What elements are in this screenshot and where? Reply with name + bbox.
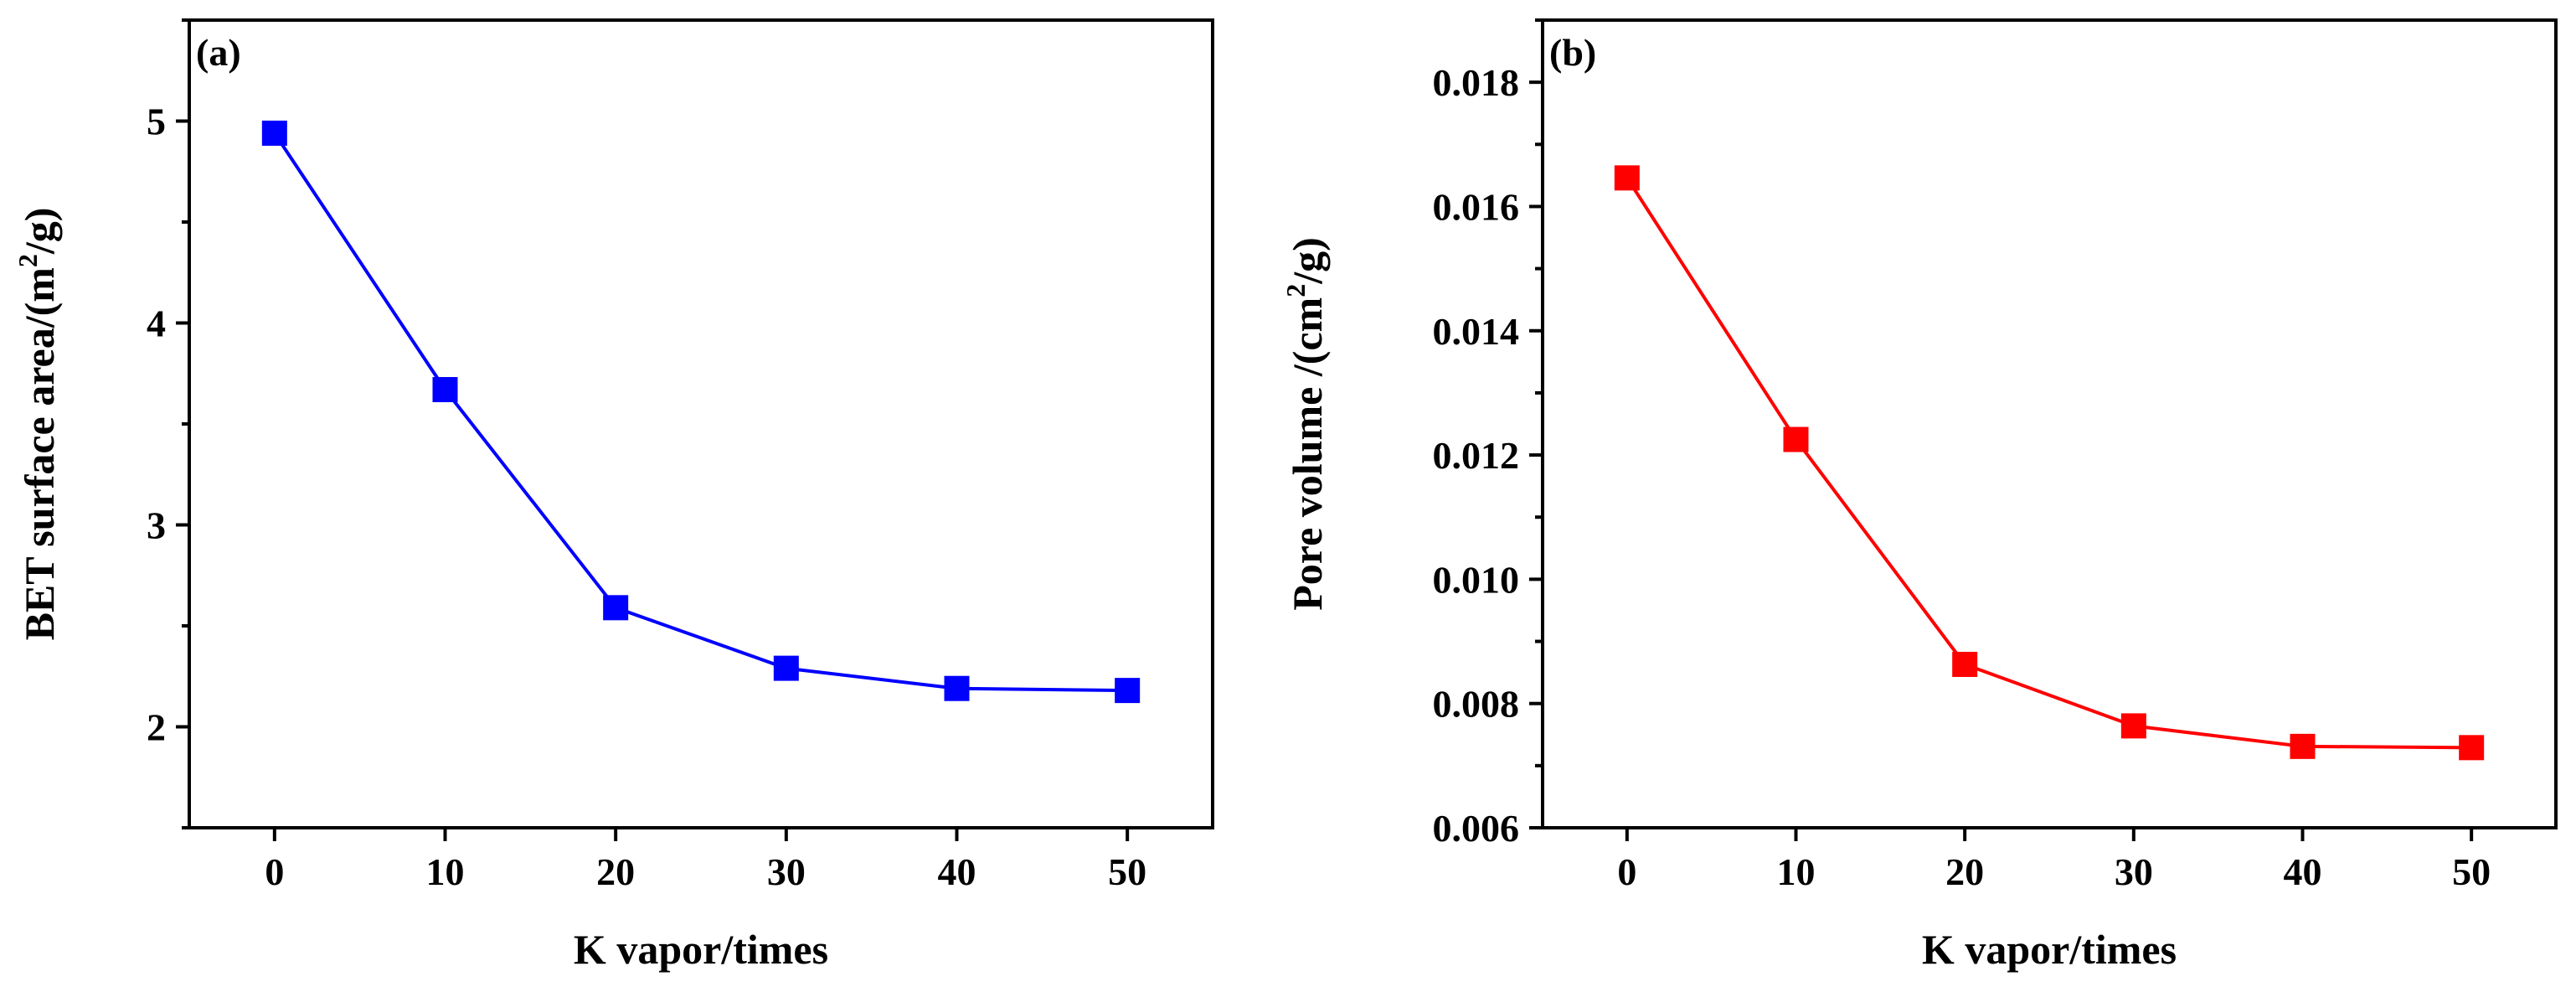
y-axis-title-a-sup: 2 (13, 254, 43, 267)
data-point-b (2120, 713, 2146, 739)
x-tick-label-b: 30 (2115, 850, 2153, 893)
y-axis-title-b-suffix: /g) (1284, 237, 1331, 285)
data-point-b (2290, 733, 2316, 759)
plot-frame-b (1541, 18, 2558, 829)
y-tick-label-a: 4 (147, 302, 166, 345)
x-tick-label-b: 10 (1777, 850, 1816, 893)
x-axis-title-a: K vapor/times (574, 926, 828, 973)
x-tick-label-a: 0 (265, 850, 284, 893)
series-line-b (1625, 177, 2472, 750)
x-axis-title-b: K vapor/times (1922, 926, 2177, 973)
x-tick-label-b: 40 (2284, 850, 2322, 893)
x-tick-label-a: 30 (767, 850, 806, 893)
y-tick-label-b: 0.016 (1433, 185, 1520, 228)
data-point-a (773, 655, 799, 681)
panel-b: 0 10 20 30 40 50 0.006 0.008 0.010 0.012 0.014 0.01… (1280, 18, 2558, 973)
y-tick-label-a: 5 (147, 101, 166, 143)
y-axis-title-b: Pore volume /(cm2/g) (1280, 237, 1331, 611)
panel-a: 0 10 20 30 40 50 2 3 4 5 (a) K vapor/times BET su… (13, 18, 1214, 973)
y-tick-label-b: 0.014 (1433, 310, 1520, 353)
data-point-a (261, 120, 287, 146)
panel-label-a: (a) (196, 31, 241, 74)
series-line-a (273, 132, 1128, 693)
y-tick-label-b: 0.012 (1433, 434, 1520, 477)
data-point-a (432, 377, 458, 403)
data-point-a (944, 675, 970, 701)
x-tick-label-a: 10 (426, 850, 465, 893)
y-axis-title-a-suffix: /g) (16, 208, 63, 256)
y-axis-title-b-prefix: Pore volume /(cm (1284, 297, 1331, 611)
x-tick-label-b: 50 (2452, 850, 2491, 893)
y-tick-label-a: 2 (147, 706, 166, 749)
y-tick-label-b: 0.010 (1433, 558, 1520, 601)
y-axis-title-a: BET surface area/(m2/g) (13, 208, 63, 641)
y-axis-title-a-prefix: BET surface area/(m (16, 267, 63, 640)
data-point-b (1614, 165, 1640, 191)
data-point-a (603, 595, 629, 621)
plot-frame-a (188, 18, 1214, 829)
data-point-b (1952, 651, 1978, 677)
data-point-b (2459, 735, 2485, 761)
y-tick-label-a: 3 (147, 504, 166, 547)
x-tick-label-b: 0 (1617, 850, 1636, 893)
y-tick-label-b: 0.006 (1433, 807, 1520, 850)
data-point-a (1115, 678, 1141, 704)
y-axis-title-b-sup: 2 (1280, 284, 1311, 297)
y-tick-label-b: 0.008 (1433, 683, 1520, 726)
x-tick-label-b: 20 (1945, 850, 1984, 893)
y-tick-label-b: 0.018 (1433, 61, 1520, 104)
x-tick-label-a: 50 (1108, 850, 1146, 893)
x-tick-label-a: 40 (938, 850, 976, 893)
panel-label-b: (b) (1549, 31, 1596, 74)
data-point-b (1783, 426, 1809, 452)
x-tick-label-a: 20 (596, 850, 635, 893)
